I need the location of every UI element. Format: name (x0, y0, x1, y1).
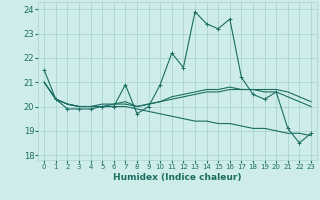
X-axis label: Humidex (Indice chaleur): Humidex (Indice chaleur) (113, 173, 242, 182)
